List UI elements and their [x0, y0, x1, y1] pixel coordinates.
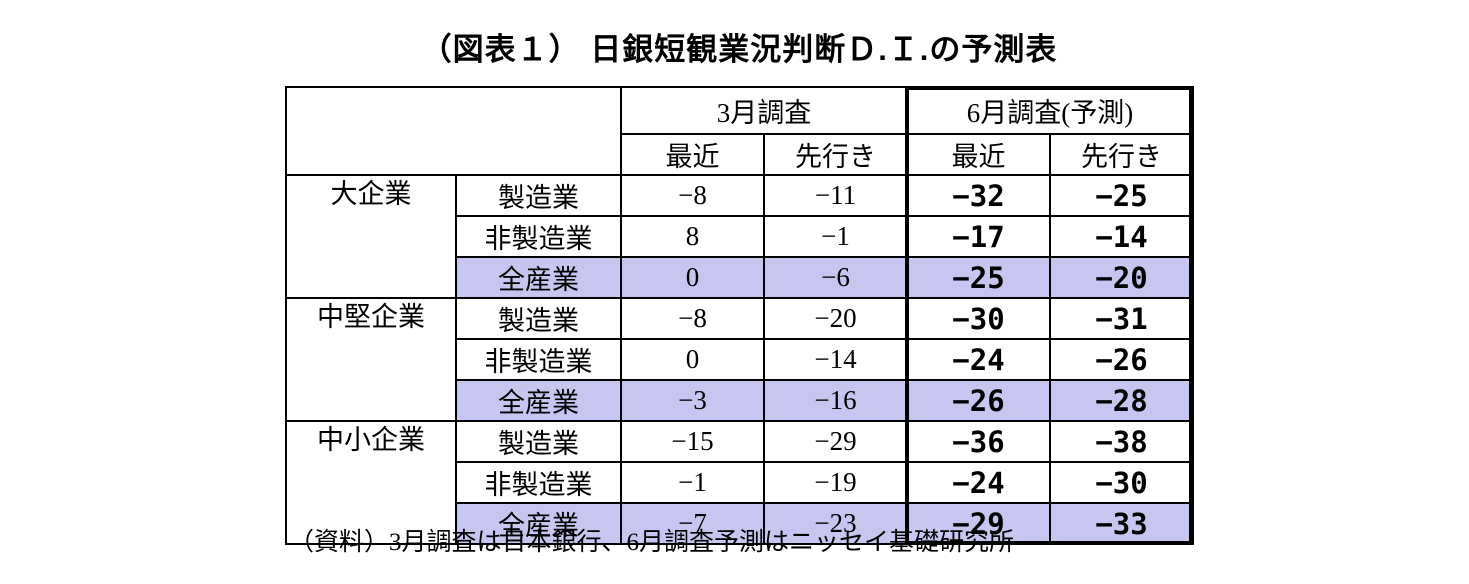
di-value: −24 — [906, 461, 1051, 504]
di-value: −15 — [620, 420, 765, 463]
tankan-table-wrap: 3月調査 6月調査(予測) 最近 先行き 最近 先行き 大企業 製造業 −8 −… — [285, 86, 1195, 545]
di-value: 8 — [620, 215, 765, 258]
industry-label: 製造業 — [455, 420, 622, 463]
di-value: −7 — [620, 502, 765, 545]
june-survey-header: 6月調査(予測) — [905, 86, 1195, 135]
table-row-all-industries: 全産業 0 −6 −25 −20 — [286, 256, 1195, 299]
header-row-surveys: 3月調査 6月調査(予測) — [285, 86, 1195, 176]
di-value: −1 — [620, 461, 765, 504]
di-value: 0 — [620, 256, 765, 299]
di-value: −1 — [763, 215, 908, 258]
table-row: 非製造業 0 −14 −24 −26 — [286, 338, 1195, 381]
industry-label: 非製造業 — [455, 461, 622, 504]
di-value: −32 — [906, 174, 1051, 217]
di-value: −30 — [1048, 461, 1195, 504]
di-value: −36 — [906, 420, 1051, 463]
di-value: −16 — [763, 379, 908, 422]
table-row: 中堅企業 製造業 −8 −20 −30 −31 — [285, 297, 1195, 422]
di-value: −20 — [1048, 256, 1195, 299]
di-value: −8 — [620, 297, 765, 340]
header-row-periods: 最近 先行き 最近 先行き — [286, 133, 1195, 176]
march-outlook-header: 先行き — [763, 133, 908, 176]
di-value: −33 — [1048, 502, 1195, 545]
di-value: −11 — [763, 174, 908, 217]
june-outlook-header: 先行き — [1048, 133, 1195, 176]
industry-label: 製造業 — [455, 174, 622, 217]
industry-label: 全産業 — [455, 256, 622, 299]
march-recent-header: 最近 — [620, 133, 765, 176]
di-value: −6 — [763, 256, 908, 299]
tankan-table: 3月調査 6月調査(予測) 最近 先行き 最近 先行き 大企業 製造業 −8 −… — [285, 86, 1195, 545]
di-value: −3 — [620, 379, 765, 422]
table-row-all-industries: 全産業 −7 −23 −29 −33 — [286, 502, 1195, 545]
di-value: −29 — [906, 502, 1051, 545]
di-value: −38 — [1048, 420, 1195, 463]
di-value: −20 — [763, 297, 908, 340]
di-value: −31 — [1048, 297, 1195, 340]
di-value: −26 — [1048, 338, 1195, 381]
figure-title: （図表１） 日銀短観業況判断Ｄ.Ｉ.の予測表 — [420, 32, 1058, 67]
di-value: −25 — [906, 256, 1051, 299]
industry-label: 全産業 — [455, 502, 622, 545]
di-value: −8 — [620, 174, 765, 217]
di-value: −24 — [906, 338, 1051, 381]
table-row: 中小企業 製造業 −15 −29 −36 −38 — [285, 420, 1195, 545]
di-value: −25 — [1048, 174, 1195, 217]
table-row-all-industries: 全産業 −3 −16 −26 −28 — [286, 379, 1195, 422]
di-value: −19 — [763, 461, 908, 504]
di-value: −26 — [906, 379, 1051, 422]
corner-blank-cell — [285, 86, 622, 176]
row-group-medium-enterprise: 中堅企業 — [285, 297, 457, 422]
row-group-large-enterprise: 大企業 — [285, 174, 457, 299]
di-value: −14 — [1048, 215, 1195, 258]
june-recent-header: 最近 — [906, 133, 1051, 176]
table-row: 非製造業 −1 −19 −24 −30 — [286, 461, 1195, 504]
di-value: −29 — [763, 420, 908, 463]
di-value: −17 — [906, 215, 1051, 258]
industry-label: 製造業 — [455, 297, 622, 340]
march-survey-header: 3月調査 — [620, 86, 908, 135]
row-group-small-enterprise: 中小企業 — [285, 420, 457, 545]
table-row: 非製造業 8 −1 −17 −14 — [286, 215, 1195, 258]
industry-label: 非製造業 — [455, 215, 622, 258]
table-row: 大企業 製造業 −8 −11 −32 −25 — [285, 174, 1195, 299]
di-value: 0 — [620, 338, 765, 381]
di-value: −30 — [906, 297, 1051, 340]
di-value: −14 — [763, 338, 908, 381]
source-note: （資料）3月調査は日本銀行、6月調査予測はニッセイ基礎研究所 — [289, 529, 1015, 556]
industry-label: 非製造業 — [455, 338, 622, 381]
di-value: −23 — [763, 502, 908, 545]
industry-label: 全産業 — [455, 379, 622, 422]
di-value: −28 — [1048, 379, 1195, 422]
